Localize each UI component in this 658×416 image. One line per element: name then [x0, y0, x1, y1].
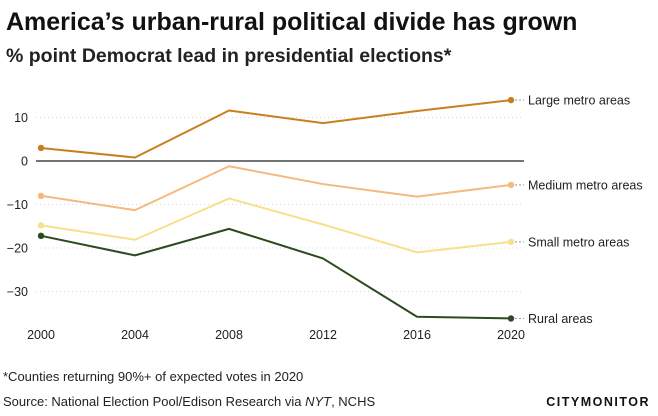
- series-label-medium-metro-areas: Medium metro areas: [528, 178, 643, 192]
- series-label-rural-areas: Rural areas: [528, 312, 593, 326]
- y-axis-ticks: 10 0 −10 −20 −30: [7, 111, 28, 299]
- series-start-point-small-metro-areas: [37, 222, 45, 229]
- x-tick-label: 2008: [215, 328, 243, 342]
- x-tick-label: 2000: [27, 328, 55, 342]
- series-label-small-metro-areas: Small metro areas: [528, 235, 629, 249]
- y-tick-label: −10: [7, 198, 28, 212]
- footnote: *Counties returning 90%+ of expected vot…: [3, 369, 304, 384]
- y-tick-label: −20: [7, 242, 28, 256]
- series-line-large-metro-areas: [40, 99, 512, 159]
- chart-subtitle: % point Democrat lead in presidential el…: [6, 45, 452, 67]
- series-labels: Large metro areas Medium metro areas Small…: [515, 94, 643, 326]
- series-end-point-small-metro-areas: [507, 238, 515, 246]
- chart-title: America’s urban-rural political divide h…: [6, 8, 578, 36]
- series-end-point-large-metro-areas: [507, 96, 515, 104]
- source-prefix: Source: National Election Pool/Edison Re…: [3, 394, 306, 409]
- y-tick-label: 10: [14, 111, 28, 125]
- series-line-small-metro-areas: [40, 197, 512, 254]
- source-note: Source: National Election Pool/Edison Re…: [3, 394, 375, 409]
- series-lines: [37, 96, 515, 322]
- city-monitor-logo: CITYMONITOR: [546, 395, 650, 409]
- x-tick-label: 2020: [497, 328, 525, 342]
- series-end-point-medium-metro-areas: [507, 181, 515, 189]
- x-tick-label: 2016: [403, 328, 431, 342]
- y-tick-label: −30: [7, 285, 28, 299]
- series-start-point-medium-metro-areas: [37, 192, 45, 199]
- source-publication: NYT: [305, 394, 332, 409]
- y-tick-label: 0: [21, 155, 28, 169]
- x-tick-label: 2012: [309, 328, 337, 342]
- source-suffix: , NCHS: [331, 394, 376, 409]
- series-end-point-rural-areas: [507, 315, 515, 322]
- x-axis-ticks: 2000 2004 2008 2012 2016 2020: [27, 328, 525, 342]
- series-line-medium-metro-areas: [40, 165, 512, 212]
- series-start-point-rural-areas: [37, 232, 45, 240]
- series-line-rural-areas: [40, 227, 512, 320]
- y-gridlines: [36, 117, 524, 292]
- series-start-point-large-metro-areas: [37, 144, 45, 152]
- series-label-large-metro-areas: Large metro areas: [528, 94, 630, 108]
- x-tick-label: 2004: [121, 328, 149, 342]
